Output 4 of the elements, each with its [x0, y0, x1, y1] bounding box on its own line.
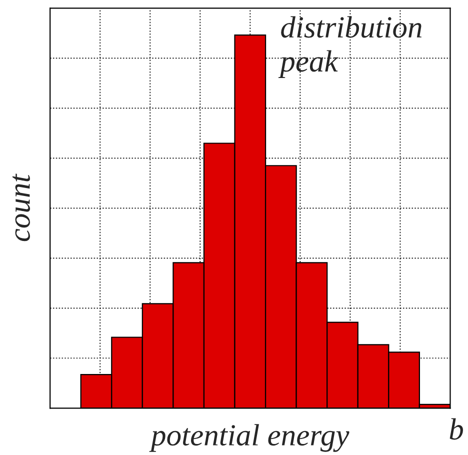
text: b — [450, 418, 464, 440]
annotation: distribution peak — [278, 16, 422, 78]
x-axis-title: potential energy — [149, 424, 350, 452]
y-axis-title: count — [12, 174, 30, 242]
